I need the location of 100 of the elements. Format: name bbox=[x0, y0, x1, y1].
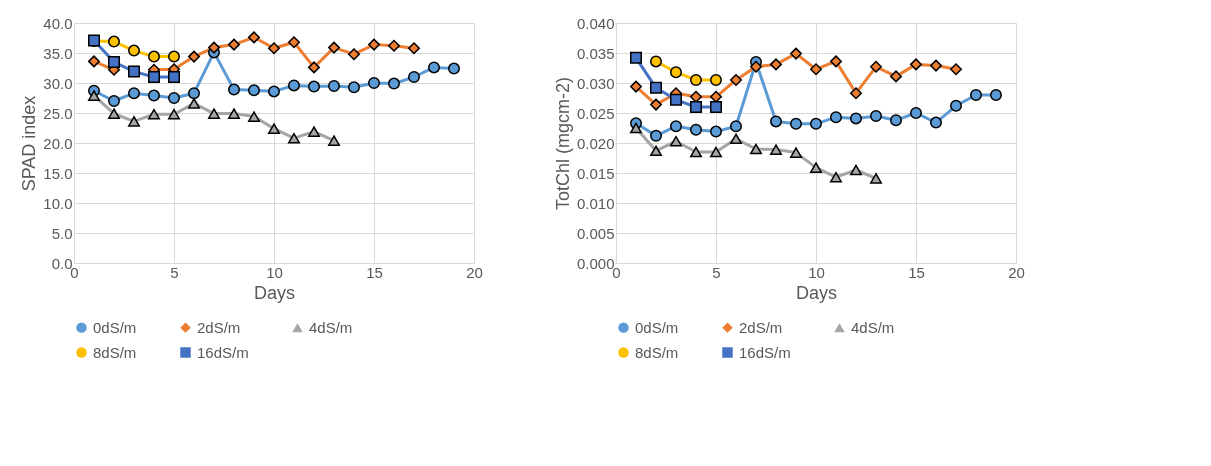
point bbox=[630, 51, 642, 64]
point bbox=[930, 59, 942, 72]
legend-label: 2dS/m bbox=[739, 318, 783, 336]
point bbox=[108, 108, 120, 119]
point bbox=[690, 123, 702, 136]
point bbox=[328, 80, 340, 92]
point bbox=[388, 39, 400, 52]
point bbox=[108, 95, 120, 107]
point bbox=[368, 38, 380, 51]
point bbox=[790, 117, 802, 130]
y-tick-label: 35.0 bbox=[43, 44, 73, 62]
point bbox=[790, 147, 802, 158]
point bbox=[730, 120, 742, 133]
point bbox=[750, 60, 762, 73]
y-tick-label: 30.0 bbox=[43, 74, 73, 92]
legend-label: 0dS/m bbox=[93, 318, 137, 336]
point bbox=[870, 110, 882, 122]
point bbox=[710, 146, 722, 158]
point bbox=[308, 126, 320, 137]
point bbox=[128, 44, 140, 57]
point bbox=[308, 61, 320, 74]
y-tick-label: 0.025 bbox=[576, 104, 615, 122]
point bbox=[288, 79, 300, 92]
point bbox=[168, 108, 180, 120]
point bbox=[810, 117, 822, 130]
legend-label: 4dS/m bbox=[309, 318, 353, 336]
point bbox=[730, 133, 742, 145]
point bbox=[710, 74, 722, 86]
point bbox=[208, 41, 220, 54]
point bbox=[870, 173, 882, 184]
point bbox=[670, 66, 682, 79]
legend-label: 8dS/m bbox=[93, 343, 137, 361]
y-tick-label: 40.0 bbox=[43, 14, 73, 32]
point bbox=[670, 120, 682, 133]
point bbox=[268, 42, 280, 55]
point bbox=[850, 87, 862, 100]
y-tick-label: 0.020 bbox=[576, 134, 615, 152]
y-tick-label: 0.030 bbox=[576, 74, 615, 92]
x-axis-title: Days bbox=[795, 282, 838, 303]
point bbox=[408, 71, 420, 83]
y-tick-label: 5.0 bbox=[51, 224, 73, 242]
y-tick-label: 0.035 bbox=[576, 44, 615, 62]
point bbox=[990, 89, 1002, 101]
point bbox=[348, 48, 360, 61]
y-tick-label: 0.040 bbox=[576, 14, 615, 32]
point bbox=[670, 135, 682, 147]
point bbox=[308, 80, 320, 93]
point bbox=[650, 145, 662, 157]
y-tick-label: 0.015 bbox=[576, 164, 615, 182]
point bbox=[288, 132, 300, 144]
point bbox=[208, 108, 220, 119]
point bbox=[830, 111, 842, 124]
point bbox=[268, 123, 280, 134]
point bbox=[770, 58, 782, 71]
point bbox=[168, 50, 180, 63]
point bbox=[108, 35, 120, 48]
point bbox=[148, 89, 160, 102]
point bbox=[228, 108, 240, 119]
point bbox=[710, 101, 722, 113]
legend-label: 2dS/m bbox=[197, 318, 241, 336]
point bbox=[650, 129, 662, 142]
point bbox=[128, 116, 140, 127]
point bbox=[168, 92, 180, 104]
point bbox=[630, 122, 642, 134]
point bbox=[730, 74, 742, 86]
x-tick-label: 10 bbox=[808, 263, 825, 281]
x-axis-title: Days bbox=[253, 282, 296, 303]
legend-label: 8dS/m bbox=[635, 343, 679, 361]
point bbox=[328, 135, 340, 146]
y-axis-title: TotChl (mgcm-2) bbox=[552, 76, 573, 211]
y-tick-label: 25.0 bbox=[43, 104, 73, 122]
point bbox=[368, 77, 380, 89]
point bbox=[650, 81, 662, 94]
point bbox=[650, 98, 662, 111]
y-axis-title: SPAD index bbox=[19, 95, 40, 192]
point bbox=[288, 36, 300, 49]
point bbox=[810, 162, 822, 173]
point bbox=[188, 50, 200, 63]
point bbox=[128, 65, 140, 78]
point bbox=[690, 101, 702, 113]
point bbox=[690, 146, 702, 158]
point bbox=[970, 89, 982, 101]
point bbox=[910, 107, 922, 119]
point bbox=[670, 93, 682, 106]
x-tick-label: 5 bbox=[170, 263, 179, 281]
point bbox=[128, 87, 140, 100]
point bbox=[148, 71, 160, 83]
point bbox=[168, 71, 180, 83]
point bbox=[328, 41, 340, 54]
x-tick-label: 15 bbox=[908, 263, 925, 281]
point bbox=[650, 55, 662, 68]
point bbox=[188, 87, 200, 100]
point bbox=[188, 98, 200, 109]
point bbox=[950, 63, 962, 76]
legend-label: 0dS/m bbox=[635, 318, 679, 336]
legend-label: 4dS/m bbox=[851, 318, 895, 336]
point bbox=[228, 83, 240, 96]
point bbox=[248, 31, 260, 44]
x-tick-label: 20 bbox=[1008, 263, 1025, 281]
point bbox=[850, 164, 862, 176]
